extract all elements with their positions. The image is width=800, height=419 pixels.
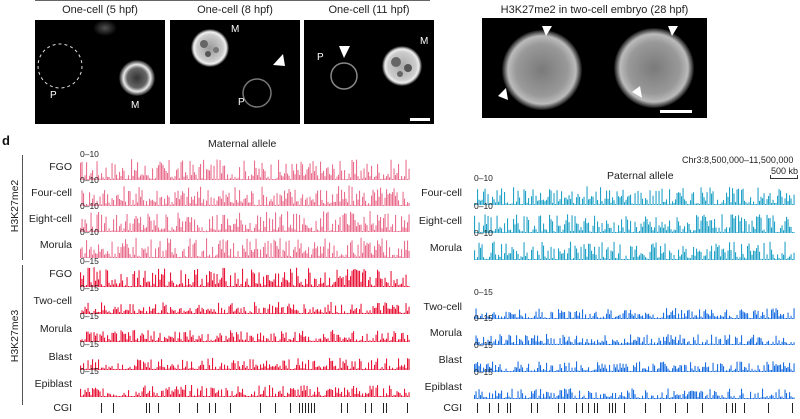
signal-bars (80, 211, 410, 232)
panel-title-8hpf: One-cell (8 hpf) (197, 4, 273, 16)
track-signal-maternal (80, 302, 410, 314)
signal-bars (80, 159, 410, 180)
label-paternal: P (317, 52, 324, 63)
track-scale-paternal: 0–10 (474, 228, 493, 238)
signal-bars (80, 330, 410, 342)
track-label-maternal: Epiblast (34, 378, 72, 390)
track-signal-maternal (80, 185, 410, 206)
track-label-maternal: FGO (49, 161, 72, 173)
cgi-track-paternal (477, 403, 793, 413)
track-scale-maternal: 0–10 (80, 201, 99, 211)
track-signal-maternal (80, 211, 410, 232)
track-label-maternal: Four-cell (31, 187, 72, 199)
top-rule-one-cell (35, 0, 430, 1)
panel-title-11hpf: One-cell (11 hpf) (328, 4, 410, 16)
micrograph-one-cell-8hpf (170, 20, 300, 124)
group-bracket-h3k27me3 (22, 265, 23, 405)
track-scale-maternal: 0–10 (80, 227, 99, 237)
track-signal-paternal (474, 241, 795, 260)
track-scale-paternal: 0–15 (474, 313, 493, 323)
label-maternal: M (131, 100, 140, 111)
label-maternal: M (231, 24, 240, 35)
cgi-ticks (477, 403, 793, 413)
group-label-h3k27me3: H3K27me3 (9, 309, 21, 363)
track-signal-maternal (80, 330, 410, 342)
track-scale-maternal: 0–15 (80, 283, 99, 293)
track-label-maternal: Morula (39, 323, 72, 335)
label-paternal: P (238, 97, 245, 108)
paternal-allele-title: Paternal allele (607, 170, 674, 182)
track-signal-paternal (474, 186, 795, 205)
signal-bars (474, 334, 795, 345)
group-label-h3k27me2: H3K27me2 (9, 179, 21, 233)
track-scale-maternal: 0–15 (80, 339, 99, 349)
signal-bars (80, 302, 410, 314)
track-signal-maternal (80, 267, 410, 287)
track-label-paternal: Eight-cell (418, 215, 462, 227)
signal-bars (80, 385, 410, 397)
signal-bars (474, 308, 795, 319)
track-signal-paternal (474, 308, 795, 319)
panel-title-two-cell-h3k27me2: H3K27me2 in two-cell embryo (28 hpf) (500, 4, 689, 16)
signal-bars (474, 388, 795, 399)
group-bracket-h3k27me2 (22, 155, 23, 260)
track-label-paternal: Blast (438, 354, 462, 366)
cgi-track-maternal (101, 403, 408, 413)
track-label-maternal: Blast (48, 351, 72, 363)
signal-bars (474, 361, 795, 372)
scale-bar-label: 500 kb (771, 166, 799, 176)
track-scale-paternal: 0–10 (474, 173, 493, 183)
signal-bars (474, 214, 795, 233)
track-scale-maternal: 0–15 (80, 366, 99, 376)
cgi-label-paternal: CGI (443, 402, 462, 414)
signal-bars (80, 237, 410, 258)
micrograph-one-cell-11hpf (304, 20, 434, 124)
micrograph-one-cell-5hpf (35, 20, 165, 124)
track-scale-paternal: 0–15 (474, 287, 493, 297)
scale-bar-tick-right (797, 175, 798, 179)
track-scale-maternal: 0–10 (80, 175, 99, 185)
track-scale-paternal: 0–10 (474, 201, 493, 211)
track-signal-maternal (80, 237, 410, 258)
track-label-paternal: Epiblast (424, 381, 462, 393)
track-scale-maternal: 0–15 (80, 256, 99, 266)
track-scale-paternal: 0–15 (474, 340, 493, 350)
track-signal-maternal (80, 357, 410, 370)
track-label-maternal: Morula (39, 239, 72, 251)
track-signal-paternal (474, 388, 795, 399)
track-label-maternal: Two-cell (33, 295, 72, 307)
track-scale-maternal: 0–15 (80, 311, 99, 321)
track-label-maternal: Eight-cell (28, 213, 72, 225)
region-coordinates: Chr3:8,500,000–11,500,000 (682, 155, 794, 165)
track-signal-maternal (80, 385, 410, 397)
panel-letter-d: d (2, 133, 10, 148)
track-scale-paternal: 0–15 (474, 367, 493, 377)
track-signal-maternal (80, 159, 410, 180)
track-label-paternal: Morula (429, 242, 462, 254)
cgi-ticks (101, 403, 408, 413)
label-maternal: M (420, 36, 429, 47)
track-signal-paternal (474, 334, 795, 345)
signal-bars (80, 185, 410, 206)
signal-bars (474, 186, 795, 205)
signal-bars (80, 357, 410, 370)
track-label-paternal: Morula (429, 327, 462, 339)
track-scale-maternal: 0–10 (80, 149, 99, 159)
signal-bars (80, 267, 410, 287)
maternal-allele-title: Maternal allele (208, 138, 277, 150)
scale-bar-tick-left (770, 175, 771, 179)
label-paternal: P (50, 90, 57, 101)
track-label-maternal: FGO (49, 268, 72, 280)
scale-bar (770, 178, 798, 179)
signal-bars (474, 241, 795, 260)
cgi-label-maternal: CGI (53, 402, 72, 414)
track-signal-paternal (474, 214, 795, 233)
track-signal-paternal (474, 361, 795, 372)
track-label-paternal: Two-cell (423, 301, 462, 313)
panel-title-5hpf: One-cell (5 hpf) (62, 4, 138, 16)
micrograph-two-cell-28hpf (482, 18, 707, 118)
track-label-paternal: Four-cell (421, 187, 462, 199)
